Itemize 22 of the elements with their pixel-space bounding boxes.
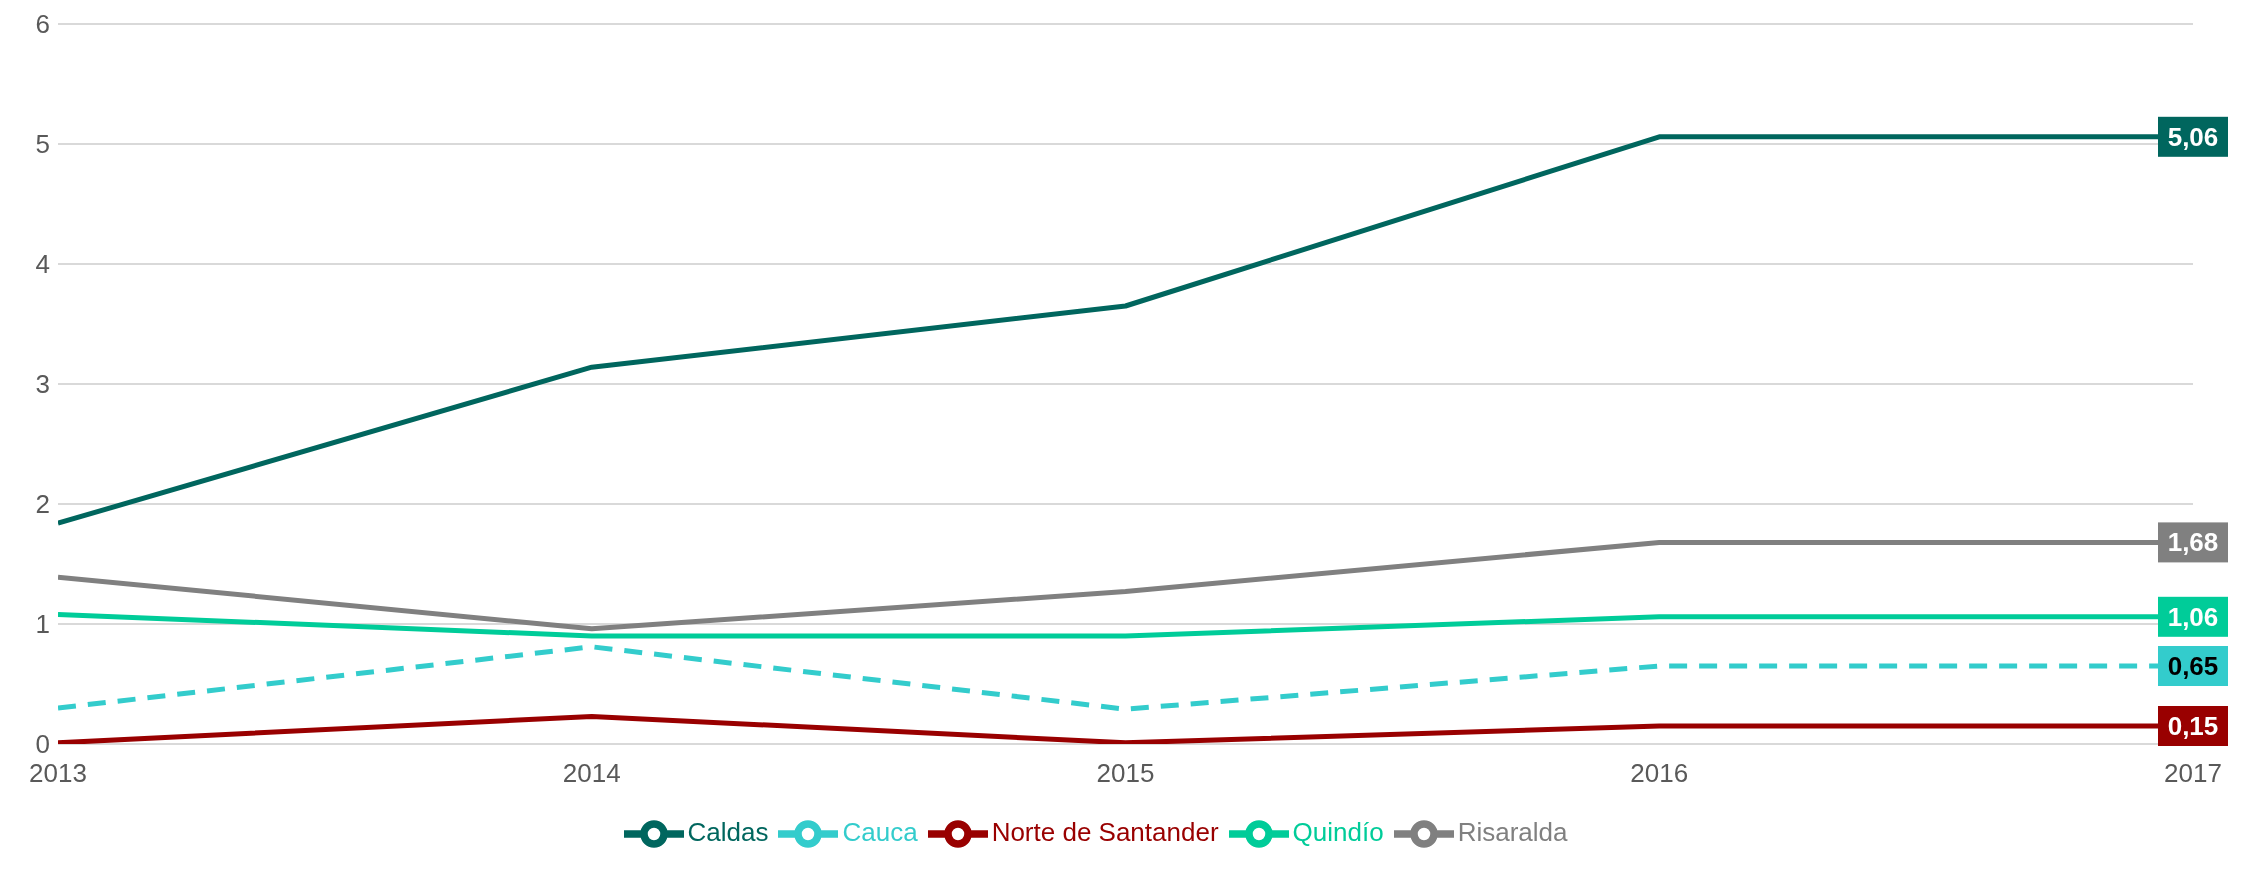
legend-label: Quindío — [1292, 816, 1384, 847]
y-tick-label: 3 — [35, 369, 50, 400]
y-tick-label: 0 — [35, 729, 50, 760]
x-tick-label: 2014 — [562, 758, 621, 789]
legend-label: Cauca — [842, 816, 918, 847]
y-tick-label: 1 — [35, 609, 50, 640]
data-label: 0,65 — [2167, 651, 2219, 681]
x-tick-label: 2015 — [1096, 758, 1155, 789]
legend-label: Caldas — [687, 816, 769, 847]
y-tick-label: 4 — [35, 249, 50, 280]
y-tick-label: 6 — [35, 9, 50, 40]
legend-label: Norte de Santander — [991, 816, 1219, 847]
data-label: 1,06 — [2167, 601, 2219, 632]
legend-label: Risaralda — [1457, 816, 1568, 847]
data-label: 1,68 — [2167, 527, 2219, 558]
data-label: 5,06 — [2167, 121, 2219, 152]
x-tick-label: 2017 — [2164, 758, 2222, 789]
data-label: 0,15 — [2167, 711, 2219, 741]
y-tick-label: 5 — [35, 129, 50, 160]
x-tick-label: 2013 — [29, 758, 87, 789]
x-tick-label: 2016 — [1630, 758, 1689, 789]
y-tick-label: 2 — [35, 489, 50, 520]
